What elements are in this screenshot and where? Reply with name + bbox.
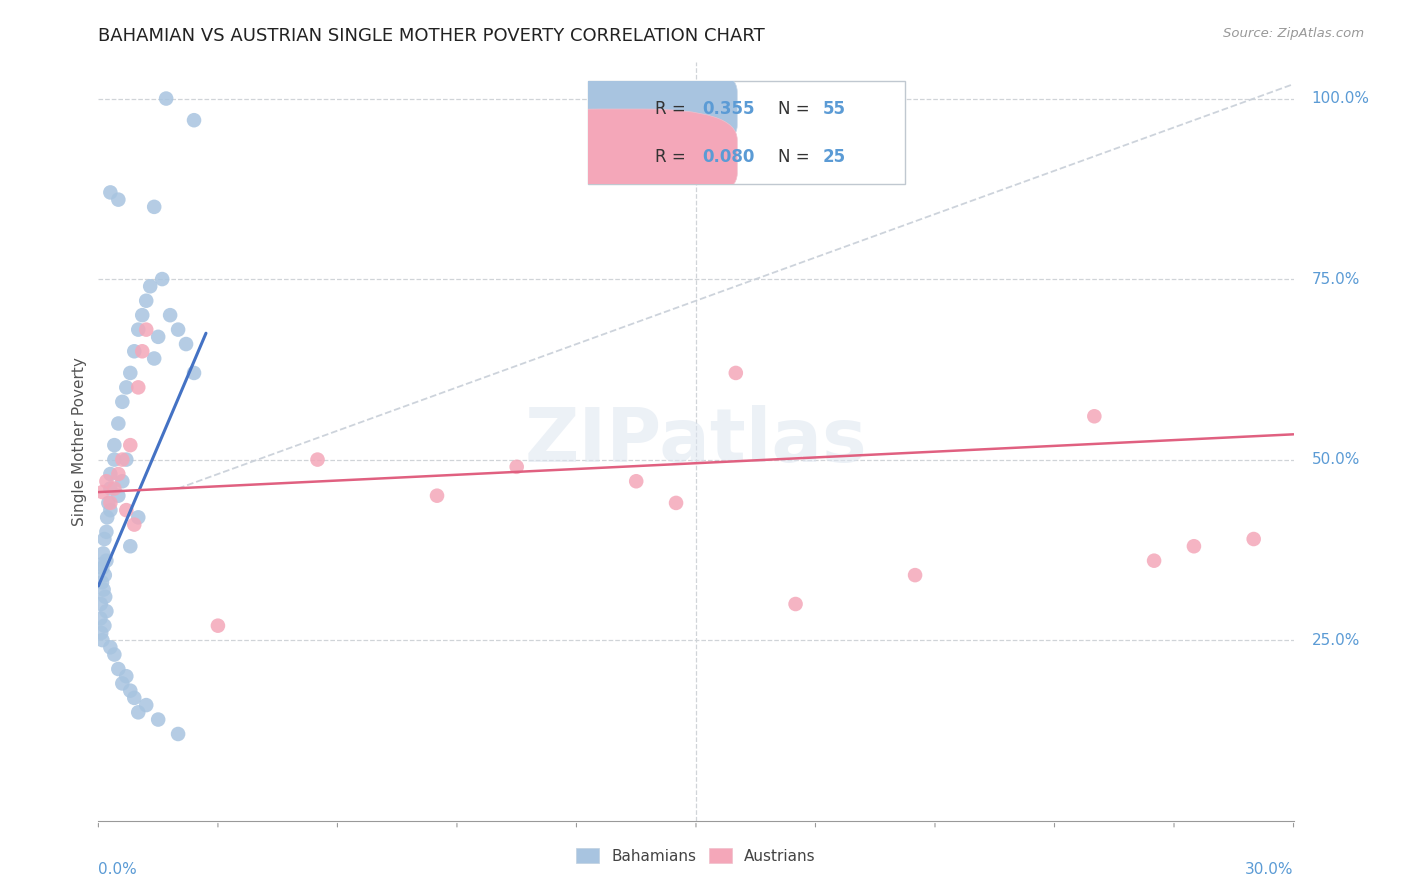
Point [1182, 539, 1205, 553]
Point [143, 351, 166, 366]
Point [111, 452, 134, 467]
Point [127, 323, 149, 337]
Point [120, 366, 142, 380]
Text: 0.0%: 0.0% [98, 863, 138, 878]
Point [127, 706, 149, 720]
Point [96, 475, 118, 489]
Point [103, 648, 125, 662]
Point [426, 489, 449, 503]
Point [150, 272, 173, 286]
Point [120, 438, 142, 452]
Point [124, 344, 146, 359]
Point [107, 467, 129, 481]
Text: 75.0%: 75.0% [1312, 271, 1360, 286]
Point [98, 482, 122, 496]
Text: 25.0%: 25.0% [1312, 632, 1360, 648]
Point [91, 575, 114, 590]
Point [183, 366, 205, 380]
Point [103, 438, 125, 452]
Point [904, 568, 927, 582]
Legend: Bahamians, Austrians: Bahamians, Austrians [571, 842, 821, 870]
Point [155, 91, 177, 105]
Point [115, 452, 138, 467]
Point [91, 633, 114, 648]
Point [107, 193, 129, 207]
Point [183, 113, 205, 128]
Point [93, 582, 115, 597]
Point [143, 200, 166, 214]
Point [665, 496, 688, 510]
Point [120, 683, 142, 698]
Point [111, 676, 134, 690]
Point [167, 727, 190, 741]
Point [96, 554, 118, 568]
Point [148, 713, 170, 727]
Text: 100.0%: 100.0% [1312, 91, 1369, 106]
Point [94, 590, 117, 604]
Point [120, 539, 142, 553]
Point [135, 293, 157, 308]
Point [97, 496, 120, 510]
Point [1083, 409, 1105, 424]
Point [107, 417, 129, 431]
Point [103, 482, 125, 496]
Point [115, 669, 138, 683]
Point [111, 475, 134, 489]
Point [93, 618, 115, 632]
Point [139, 279, 162, 293]
Point [91, 561, 114, 575]
Point [785, 597, 807, 611]
Point [724, 366, 747, 380]
Point [127, 380, 149, 394]
Point [91, 485, 114, 500]
Point [207, 618, 229, 632]
Y-axis label: Single Mother Poverty: Single Mother Poverty [72, 357, 87, 526]
Point [159, 308, 181, 322]
Point [107, 662, 129, 676]
Point [1143, 554, 1166, 568]
Point [94, 568, 117, 582]
Point [111, 394, 134, 409]
Text: ZIPatlas: ZIPatlas [524, 405, 868, 478]
Point [98, 496, 122, 510]
Point [626, 475, 648, 489]
Point [98, 640, 122, 655]
Point [127, 510, 149, 524]
Text: 50.0%: 50.0% [1312, 452, 1360, 467]
Text: BAHAMIAN VS AUSTRIAN SINGLE MOTHER POVERTY CORRELATION CHART: BAHAMIAN VS AUSTRIAN SINGLE MOTHER POVER… [98, 27, 765, 45]
Point [1243, 532, 1265, 546]
Point [91, 546, 114, 560]
Point [135, 698, 157, 712]
Point [90, 597, 112, 611]
Point [131, 308, 153, 322]
Point [506, 459, 529, 474]
Point [96, 604, 118, 618]
Point [96, 524, 118, 539]
Text: 30.0%: 30.0% [1246, 863, 1294, 878]
Point [131, 344, 153, 359]
Point [167, 323, 190, 337]
Point [124, 517, 146, 532]
Point [90, 626, 112, 640]
Point [307, 452, 329, 467]
Point [135, 323, 157, 337]
Point [107, 489, 129, 503]
Point [174, 337, 197, 351]
Point [148, 330, 170, 344]
Point [98, 186, 122, 200]
Text: Source: ZipAtlas.com: Source: ZipAtlas.com [1223, 27, 1364, 40]
Point [103, 452, 125, 467]
Point [96, 510, 118, 524]
Point [98, 467, 122, 481]
Point [93, 532, 115, 546]
Point [124, 690, 146, 705]
Point [89, 611, 111, 625]
Point [98, 503, 122, 517]
Point [115, 503, 138, 517]
Point [115, 380, 138, 394]
Point [90, 558, 112, 572]
